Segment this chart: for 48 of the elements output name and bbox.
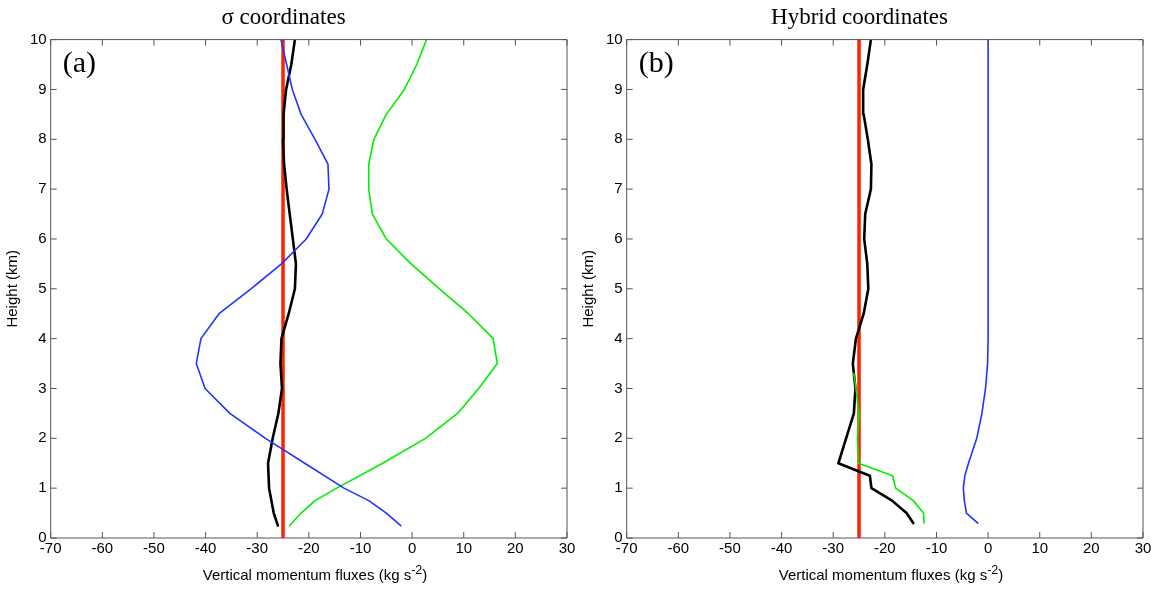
x-tick-label: 0 [407, 539, 417, 557]
y-tick-label: 10 [606, 29, 623, 47]
x-tick-label: -10 [925, 539, 948, 557]
x-tick-label: 30 [1134, 539, 1152, 557]
y-tick-label: 3 [614, 378, 623, 396]
annotation: (b) [638, 45, 674, 80]
y-tick-label: 6 [614, 229, 623, 247]
x-axis-title: Vertical momentum fluxes (kg s$^{-2}$) [201, 563, 429, 583]
y-tick-label: 1 [614, 478, 623, 496]
x-tick-label: -10 [349, 539, 372, 557]
y-tick-label: 7 [38, 179, 47, 197]
x-axis-title: Vertical momentum fluxes (kg s$^{-2}$) [777, 563, 1005, 583]
y-tick-label: 5 [38, 278, 47, 296]
y-tick-label: 3 [38, 378, 47, 396]
y-tick-label: 2 [38, 428, 47, 446]
y-tick-label: 9 [38, 79, 47, 97]
y-tick-label: 10 [30, 29, 47, 47]
y-tick-label: 1 [38, 478, 47, 496]
y-tick-label: 8 [614, 129, 623, 147]
y-tick-label: 7 [614, 179, 623, 197]
x-tick-label: -50 [719, 539, 741, 557]
y-tick-label: 6 [38, 229, 47, 247]
x-tick-label: -20 [298, 539, 320, 557]
x-tick-label: 20 [1083, 539, 1100, 557]
x-tick-label: 10 [1031, 539, 1049, 557]
y-tick-label: 4 [614, 328, 623, 346]
annotation: (a) [62, 45, 96, 80]
x-tick-label: -30 [246, 539, 269, 557]
x-tick-label: -40 [194, 539, 217, 557]
x-tick-label: -50 [143, 539, 165, 557]
x-tick-label: 20 [507, 539, 524, 557]
x-tick-label: 0 [983, 539, 993, 557]
x-tick-label: -30 [822, 539, 845, 557]
chart-title: Hybrid coordinates [771, 3, 949, 29]
x-tick-label: 30 [558, 539, 576, 557]
y-tick-label: 9 [614, 79, 623, 97]
x-tick-label: -20 [874, 539, 896, 557]
y-axis-title: Height (km) [579, 250, 597, 328]
x-tick-label: -40 [770, 539, 793, 557]
y-tick-label: 8 [38, 129, 47, 147]
y-axis-title: Height (km) [3, 250, 21, 328]
x-tick-label: -60 [667, 539, 690, 557]
chart-title: σ coordinates [221, 3, 346, 29]
x-tick-label: -60 [91, 539, 114, 557]
y-tick-label: 5 [614, 278, 623, 296]
y-tick-label: 2 [614, 428, 623, 446]
x-tick-label: 10 [455, 539, 473, 557]
y-tick-label: 4 [38, 328, 47, 346]
